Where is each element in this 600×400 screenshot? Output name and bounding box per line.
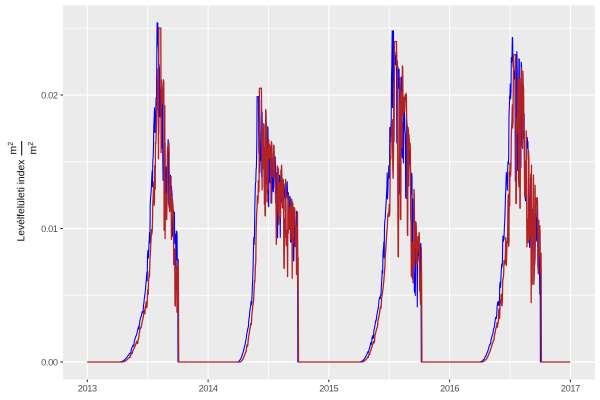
svg-text:2016: 2016	[440, 384, 459, 394]
svg-text:2014: 2014	[199, 384, 218, 394]
svg-text:2013: 2013	[78, 384, 97, 394]
svg-text:0.01: 0.01	[41, 224, 58, 234]
svg-text:2017: 2017	[561, 384, 580, 394]
svg-text:0.00: 0.00	[41, 357, 58, 367]
svg-text:2015: 2015	[319, 384, 338, 394]
svg-text:Levélfelületi index: Levélfelületi index	[16, 159, 27, 242]
svg-text:0.02: 0.02	[41, 90, 58, 100]
